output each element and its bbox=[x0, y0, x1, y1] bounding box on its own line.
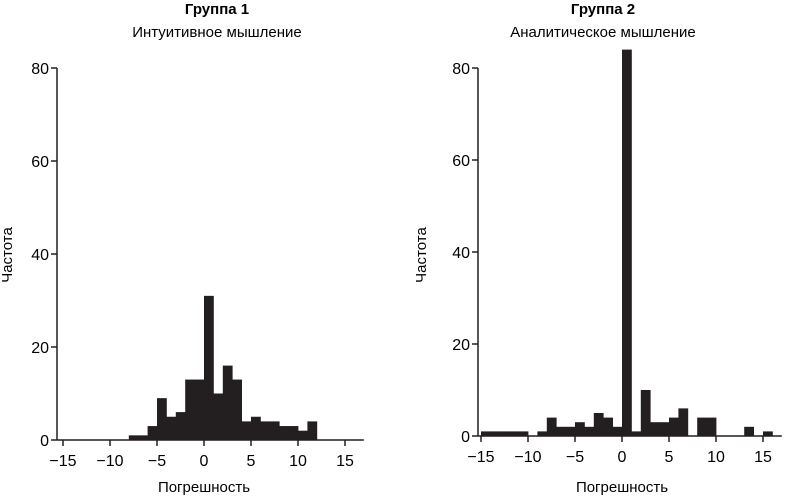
y-axis-label: Частота bbox=[413, 227, 430, 283]
y-tick-label: 60 bbox=[452, 153, 470, 170]
histogram-bar bbox=[481, 431, 491, 436]
y-tick-label: 40 bbox=[31, 247, 49, 264]
histogram-bar bbox=[213, 393, 224, 440]
y-tick-label: 60 bbox=[31, 154, 49, 171]
histogram-bar bbox=[269, 421, 280, 440]
x-tick-label: 5 bbox=[247, 453, 256, 470]
histogram-bar bbox=[128, 435, 139, 440]
histogram-bar bbox=[298, 430, 308, 440]
x-tick-label: 15 bbox=[336, 453, 354, 470]
histogram-bar bbox=[490, 431, 501, 436]
y-tick-label: 0 bbox=[461, 429, 470, 446]
chart-subtitle: Интуитивное мышление bbox=[132, 24, 302, 41]
histogram-bar bbox=[251, 416, 261, 440]
x-tick-label: −15 bbox=[49, 453, 76, 470]
histogram-bar bbox=[260, 421, 271, 440]
histogram-bar bbox=[232, 379, 242, 440]
x-tick-label: 10 bbox=[707, 449, 725, 466]
histogram-bar bbox=[640, 390, 651, 436]
histogram-bar bbox=[138, 435, 148, 440]
histogram-bar bbox=[288, 426, 299, 440]
panel-group2: Группа 2 Аналитическое мышление 0 20 40 60 80 −… bbox=[413, 1, 782, 496]
histogram-bar bbox=[631, 431, 642, 436]
histogram-bar bbox=[659, 422, 670, 436]
chart-title: Группа 2 bbox=[571, 1, 635, 18]
histogram-bar bbox=[307, 421, 318, 440]
histogram-bar bbox=[612, 426, 623, 436]
x-tick-label: 0 bbox=[200, 453, 209, 470]
x-tick-label: −10 bbox=[514, 449, 541, 466]
histogram-bar bbox=[157, 398, 167, 440]
histogram-bar bbox=[763, 431, 773, 436]
histogram-bar bbox=[185, 379, 195, 440]
y-axis-label: Частота bbox=[0, 227, 16, 283]
histogram-bar bbox=[669, 417, 679, 436]
histogram-bar bbox=[697, 417, 707, 436]
x-axis-label: Погрешность bbox=[576, 479, 668, 496]
chart-title: Группа 1 bbox=[185, 1, 249, 18]
panel-group1: Группа 1 Интуитивное мышление 0 20 40 60 80 −15… bbox=[0, 1, 364, 496]
histogram-bar bbox=[575, 422, 585, 436]
histogram-bar bbox=[147, 426, 158, 440]
histogram-bar bbox=[204, 295, 214, 440]
histogram-bar bbox=[584, 426, 595, 436]
histogram-bar bbox=[622, 49, 632, 436]
histogram-bar bbox=[546, 417, 557, 436]
histogram-bar bbox=[678, 408, 689, 436]
histogram-bar bbox=[222, 365, 233, 440]
histogram-bar bbox=[518, 431, 529, 436]
histogram-bar bbox=[537, 431, 548, 436]
x-tick-label: −10 bbox=[96, 453, 123, 470]
x-axis-label: Погрешность bbox=[158, 479, 250, 496]
histogram-bar bbox=[509, 431, 519, 436]
x-tick-label: 10 bbox=[289, 453, 307, 470]
histogram-bar bbox=[166, 416, 177, 440]
histogram-bar bbox=[565, 426, 576, 436]
x-tick-label: 0 bbox=[618, 449, 627, 466]
chart-subtitle: Аналитическое мышление bbox=[510, 24, 695, 41]
histogram-bar bbox=[593, 413, 604, 436]
histogram-bar bbox=[650, 422, 660, 436]
x-tick-label: 15 bbox=[754, 449, 772, 466]
x-tick-label: −5 bbox=[148, 453, 166, 470]
y-tick-label: 80 bbox=[31, 61, 49, 78]
histogram-bar bbox=[175, 412, 186, 440]
histogram-bar bbox=[744, 426, 754, 436]
histogram-bar bbox=[194, 379, 205, 440]
x-tick-label: −5 bbox=[566, 449, 584, 466]
histogram-bar bbox=[241, 421, 252, 440]
histogram-bar bbox=[706, 417, 717, 436]
histogram-bar bbox=[499, 431, 510, 436]
x-tick-label: −15 bbox=[467, 449, 494, 466]
y-tick-label: 20 bbox=[452, 337, 470, 354]
histogram-bar bbox=[603, 417, 613, 436]
y-tick-label: 0 bbox=[40, 433, 49, 450]
y-tick-label: 80 bbox=[452, 61, 470, 78]
y-tick-label: 20 bbox=[31, 340, 49, 357]
histogram-bar bbox=[279, 426, 289, 440]
histogram-bar bbox=[556, 426, 566, 436]
y-tick-label: 40 bbox=[452, 245, 470, 262]
x-tick-label: 5 bbox=[665, 449, 674, 466]
